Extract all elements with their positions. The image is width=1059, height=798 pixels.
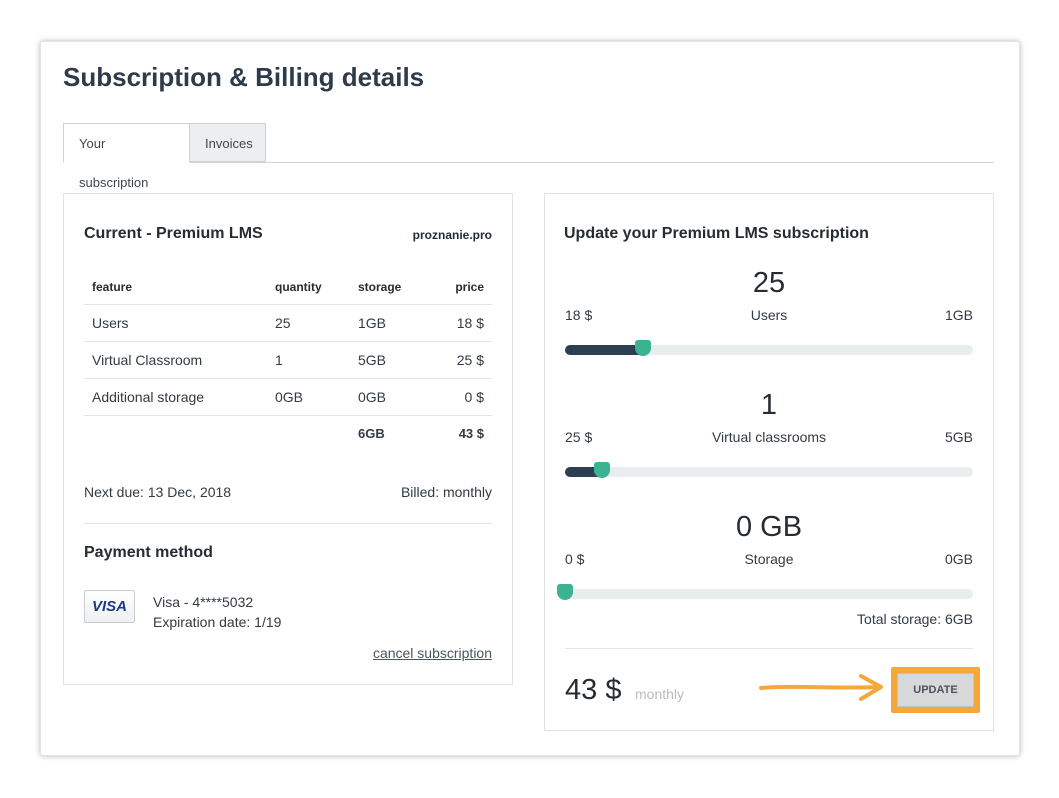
table-row: Users 25 1GB 18 $ xyxy=(84,304,492,342)
storage-price: 0 $ xyxy=(565,551,585,567)
update-button[interactable]: UPDATE xyxy=(897,673,974,707)
storage-value: 0 GB xyxy=(735,511,803,543)
page-title: Subscription & Billing details xyxy=(63,62,425,92)
row-quantity: 1 xyxy=(267,341,350,379)
table-row: Additional storage 0GB 0GB 0 $ xyxy=(84,378,492,416)
row-feature: Virtual Classroom xyxy=(84,341,267,379)
row-price: 18 $ xyxy=(428,304,492,342)
users-storage: 1GB xyxy=(944,307,973,323)
storage-label: Storage xyxy=(744,551,794,567)
classrooms-label: Virtual classrooms xyxy=(711,429,827,445)
users-slider-handle[interactable] xyxy=(635,340,651,356)
storage-slider-track[interactable] xyxy=(557,584,973,600)
divider xyxy=(84,523,492,524)
classrooms-value: 1 xyxy=(760,389,778,421)
classrooms-slider-fill xyxy=(565,467,604,477)
users-value: 25 xyxy=(752,267,786,299)
column-header-storage: storage xyxy=(350,270,428,305)
divider xyxy=(565,648,973,649)
table-total-row: 6GB 43 $ xyxy=(84,415,492,452)
row-storage: 1GB xyxy=(350,304,428,342)
payment-method-title: Payment method xyxy=(84,544,213,561)
card-info: Visa - 4****5032 Expiration date: 1/19 xyxy=(153,592,281,632)
card-expiration-text: Expiration date: 1/19 xyxy=(153,614,282,630)
total-price: 43 $ xyxy=(565,674,622,706)
table-header-row: feature quantity storage price xyxy=(84,270,492,305)
tab-bar: Your subscription Invoices xyxy=(63,123,994,190)
table-row: Virtual Classroom 1 5GB 25 $ xyxy=(84,341,492,379)
current-subscription-panel: Current - Premium LMS proznanie.pro feat… xyxy=(63,193,513,685)
users-slider-track[interactable] xyxy=(565,340,973,356)
classrooms-slider-block: 1 25 $ Virtual classrooms 5GB xyxy=(565,389,973,499)
domain-label: proznanie.pro xyxy=(412,228,492,242)
classrooms-storage: 5GB xyxy=(944,429,973,445)
users-slider-block: 25 18 $ Users 1GB xyxy=(565,267,973,377)
row-quantity: 0GB xyxy=(267,378,350,416)
storage-slider-handle[interactable] xyxy=(557,584,573,600)
column-header-quantity: quantity xyxy=(267,270,350,305)
classrooms-price: 25 $ xyxy=(565,429,593,445)
update-subscription-panel: Update your Premium LMS subscription 25 … xyxy=(544,193,994,731)
row-price: 25 $ xyxy=(428,341,492,379)
users-label: Users xyxy=(750,307,788,323)
users-slider-fill xyxy=(565,345,645,355)
row-feature: Users xyxy=(84,304,267,342)
row-storage: 5GB xyxy=(350,341,428,379)
classrooms-slider-handle[interactable] xyxy=(594,462,610,478)
billing-cycle-text: Billed: monthly xyxy=(400,484,492,500)
total-storage-text: Total storage: 6GB xyxy=(857,611,973,627)
arrow-right-icon xyxy=(759,674,883,701)
billing-period: monthly xyxy=(635,686,685,702)
tab-your-subscription[interactable]: Your subscription xyxy=(63,123,190,190)
row-feature: Additional storage xyxy=(84,378,267,416)
cancel-subscription-link[interactable]: cancel subscription xyxy=(372,645,492,661)
column-header-price: price xyxy=(428,270,492,305)
classrooms-slider-track[interactable] xyxy=(565,462,973,478)
current-plan-title: Current - Premium LMS xyxy=(84,225,263,242)
row-quantity: 25 xyxy=(267,304,350,342)
card-number-text: Visa - 4****5032 xyxy=(153,594,254,610)
features-table: feature quantity storage price Users 25 … xyxy=(84,270,492,452)
billing-card: Subscription & Billing details Your subs… xyxy=(40,41,1020,756)
next-due-text: Next due: 13 Dec, 2018 xyxy=(84,484,232,500)
row-storage: 0GB xyxy=(350,378,428,416)
column-header-feature: feature xyxy=(84,270,267,305)
visa-card-icon: VISA xyxy=(84,590,135,623)
users-price: 18 $ xyxy=(565,307,593,323)
total-storage-cell: 6GB xyxy=(358,426,385,442)
update-button-highlight: UPDATE xyxy=(891,667,980,713)
storage-slider-block: 0 GB 0 $ Storage 0GB xyxy=(557,511,973,621)
total-price-cell: 43 $ xyxy=(458,426,484,442)
update-plan-title: Update your Premium LMS subscription xyxy=(564,225,869,242)
row-price: 0 $ xyxy=(428,378,492,416)
tab-invoices[interactable]: Invoices xyxy=(189,123,266,162)
billing-meta: Next due: 13 Dec, 2018 Billed: monthly xyxy=(84,484,492,500)
storage-storage: 0GB xyxy=(944,551,973,567)
